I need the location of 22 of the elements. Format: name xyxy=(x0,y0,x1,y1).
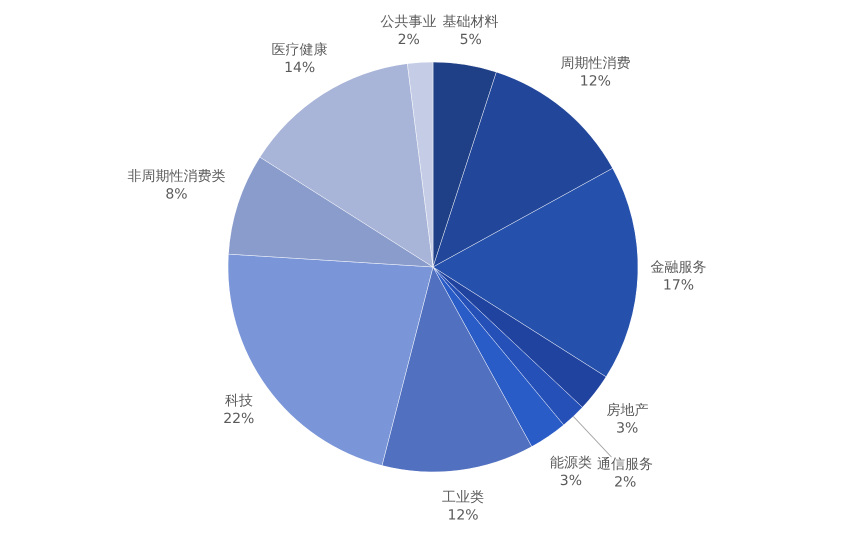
data-label: 2% xyxy=(614,474,636,491)
slice-label: 医疗健康 xyxy=(272,42,328,58)
data-label: 17% xyxy=(662,278,694,294)
data-label: 3% xyxy=(560,472,582,489)
data-label: 12% xyxy=(447,508,479,524)
data-label: 14% xyxy=(284,60,316,76)
slice-label: 能源类 xyxy=(550,454,592,471)
data-label: 12% xyxy=(580,74,611,90)
slice-label: 非周期性消费类 xyxy=(127,168,226,185)
slice-label: 工业类 xyxy=(442,490,484,506)
data-label: 5% xyxy=(460,32,482,48)
data-label: 8% xyxy=(165,186,188,203)
data-label: 22% xyxy=(223,411,254,428)
data-label: 2% xyxy=(398,32,420,48)
data-label: 3% xyxy=(616,420,638,437)
slice-label: 周期性消费 xyxy=(560,56,630,72)
slice-label: 公共事业 xyxy=(380,14,437,30)
slice-label: 科技 xyxy=(224,393,253,410)
slice-label: 基础材料 xyxy=(442,14,499,30)
slice-label: 金融服务 xyxy=(650,260,706,276)
slice-label: 房地产 xyxy=(606,402,648,419)
slice-label: 通信服务 xyxy=(597,456,654,473)
